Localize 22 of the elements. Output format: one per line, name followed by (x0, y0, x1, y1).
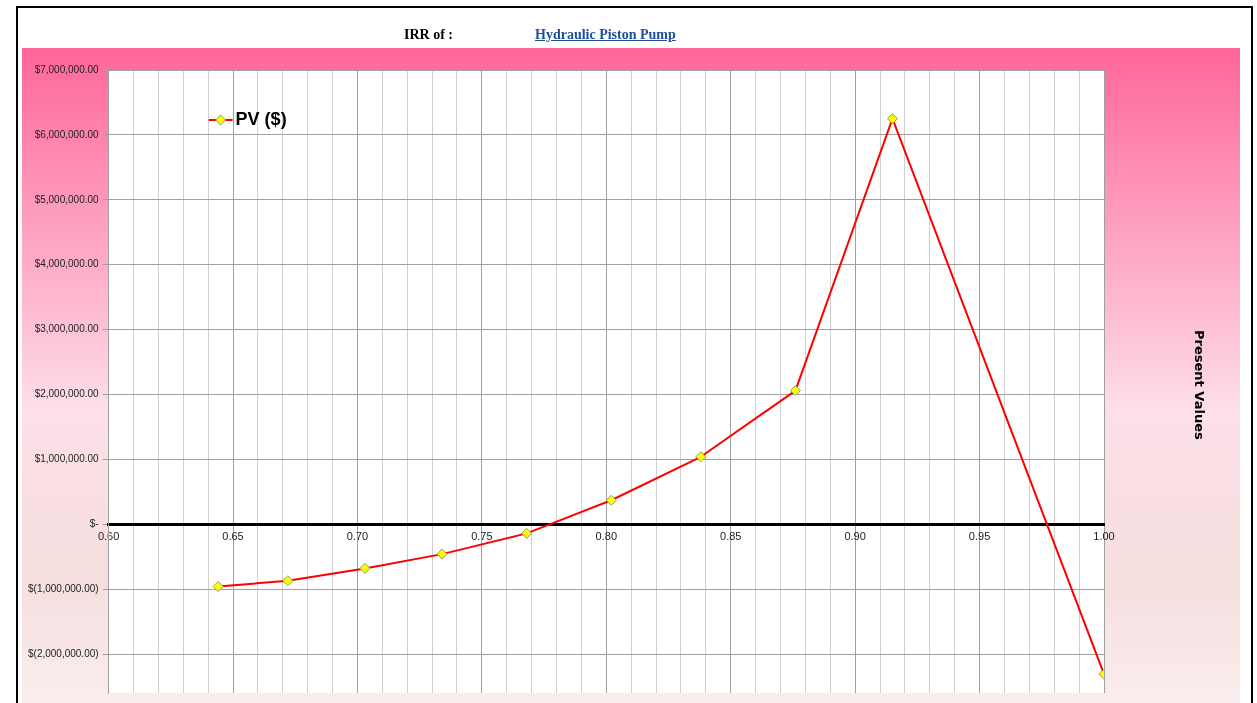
x-tick-label: 0.65 (222, 529, 244, 542)
y-tick-label: $(2,000,000.00) (27, 647, 99, 659)
x-tick-label: 0.70 (346, 529, 369, 542)
x-tick-label: 0.85 (720, 529, 742, 542)
y-tick-label: $3,000,000.00 (34, 323, 100, 335)
y-tick-label: $6,000,000.00 (34, 128, 100, 140)
y-tick-label: $- (89, 518, 99, 530)
y-tick-label: $5,000,000.00 (34, 193, 100, 205)
x-tick-label: 1.00 (1093, 529, 1115, 542)
x-tick-label: 0.75 (471, 529, 493, 542)
text: Present Values (1192, 330, 1207, 440)
x-tick-label: 0.80 (595, 529, 618, 542)
y-tick-label: $7,000,000.00 (34, 63, 100, 75)
x-tick-label: 0.90 (844, 529, 866, 542)
legend-label: PV ($) (235, 108, 287, 129)
x-tick-label: 0.95 (968, 529, 991, 542)
y-tick-label: $1,000,000.00 (34, 453, 100, 465)
y-tick-label: $2,000,000.00 (34, 388, 100, 400)
chart-subtitle: Hydraulic Piston Pump (535, 27, 676, 43)
y-tick-label: $4,000,000.00 (34, 258, 100, 270)
chart-title: IRR of : (404, 27, 453, 43)
y-tick-label: $(1,000,000.00) (27, 582, 99, 594)
